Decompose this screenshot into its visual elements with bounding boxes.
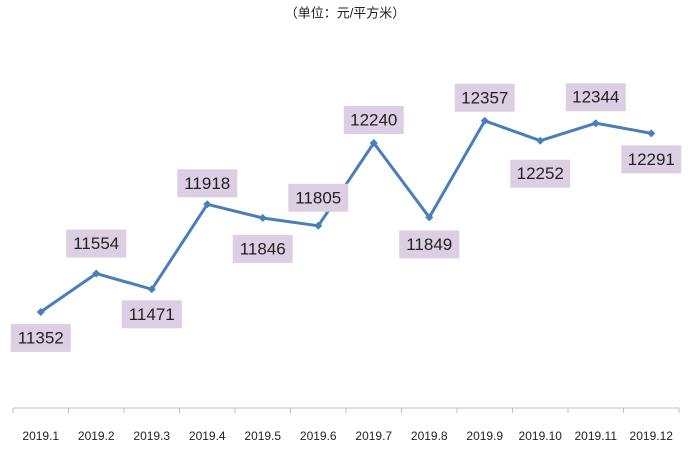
- x-tick-label: 2019.4: [189, 429, 226, 443]
- label-box: [66, 229, 127, 258]
- data-label: 11849: [406, 235, 452, 254]
- marker: [314, 221, 323, 230]
- data-label: 12240: [350, 111, 397, 130]
- marker: [36, 307, 45, 316]
- x-tick-label: 2019.3: [133, 429, 170, 443]
- label-box: [177, 169, 238, 198]
- data-label: 11352: [18, 328, 64, 347]
- marker: [147, 285, 156, 294]
- marker: [425, 213, 434, 222]
- label-box: [621, 145, 682, 174]
- data-label: 12291: [628, 150, 675, 169]
- label-box: [565, 83, 626, 112]
- data-label: 11471: [129, 305, 175, 324]
- x-tick-label: 2019.2: [78, 429, 115, 443]
- x-tick-label: 2019.5: [244, 429, 281, 443]
- x-tick-label: 2019.10: [519, 429, 563, 443]
- label-box: [510, 159, 571, 188]
- x-tick-label: 2019.9: [466, 429, 503, 443]
- marker: [536, 136, 545, 145]
- data-label: 11918: [184, 174, 230, 193]
- x-tick-label: 2019.8: [411, 429, 448, 443]
- data-label: 11846: [240, 239, 286, 258]
- x-tick-label: 2019.12: [630, 429, 674, 443]
- data-label: 11805: [295, 188, 341, 207]
- data-label: 12252: [517, 164, 564, 183]
- x-tick-label: 2019.1: [22, 429, 59, 443]
- data-label: 12357: [461, 88, 508, 107]
- marker: [647, 129, 656, 138]
- label-box: [232, 234, 293, 263]
- marker: [92, 269, 101, 278]
- label-box: [10, 323, 71, 352]
- data-label: 12344: [572, 88, 619, 107]
- label-box: [399, 230, 460, 259]
- x-tick-label: 2019.6: [300, 429, 337, 443]
- x-tick-label: 2019.7: [355, 429, 392, 443]
- x-tick-label: 2019.11: [575, 429, 618, 443]
- marker: [591, 119, 600, 128]
- label-box: [454, 83, 515, 112]
- chart-subtitle: （单位：元/平方米）: [285, 5, 406, 20]
- marker: [369, 139, 378, 148]
- line: [39, 118, 652, 314]
- marker: [258, 213, 267, 222]
- label-box: [121, 300, 182, 329]
- label-box: [343, 106, 404, 135]
- data-label: 11554: [73, 234, 119, 253]
- marker: [203, 200, 212, 209]
- label-box: [288, 183, 349, 212]
- marker: [480, 116, 489, 125]
